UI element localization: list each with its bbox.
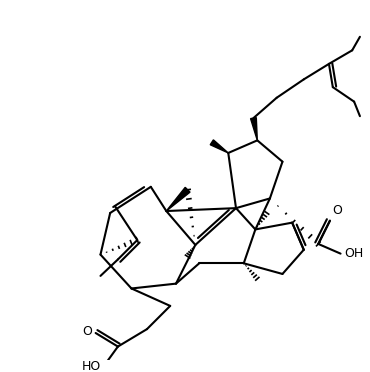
Text: O: O xyxy=(332,204,342,217)
Polygon shape xyxy=(210,140,228,153)
Polygon shape xyxy=(250,118,257,140)
Text: O: O xyxy=(82,324,92,337)
Text: HO: HO xyxy=(82,360,101,372)
Polygon shape xyxy=(166,187,190,211)
Text: OH: OH xyxy=(344,247,364,260)
